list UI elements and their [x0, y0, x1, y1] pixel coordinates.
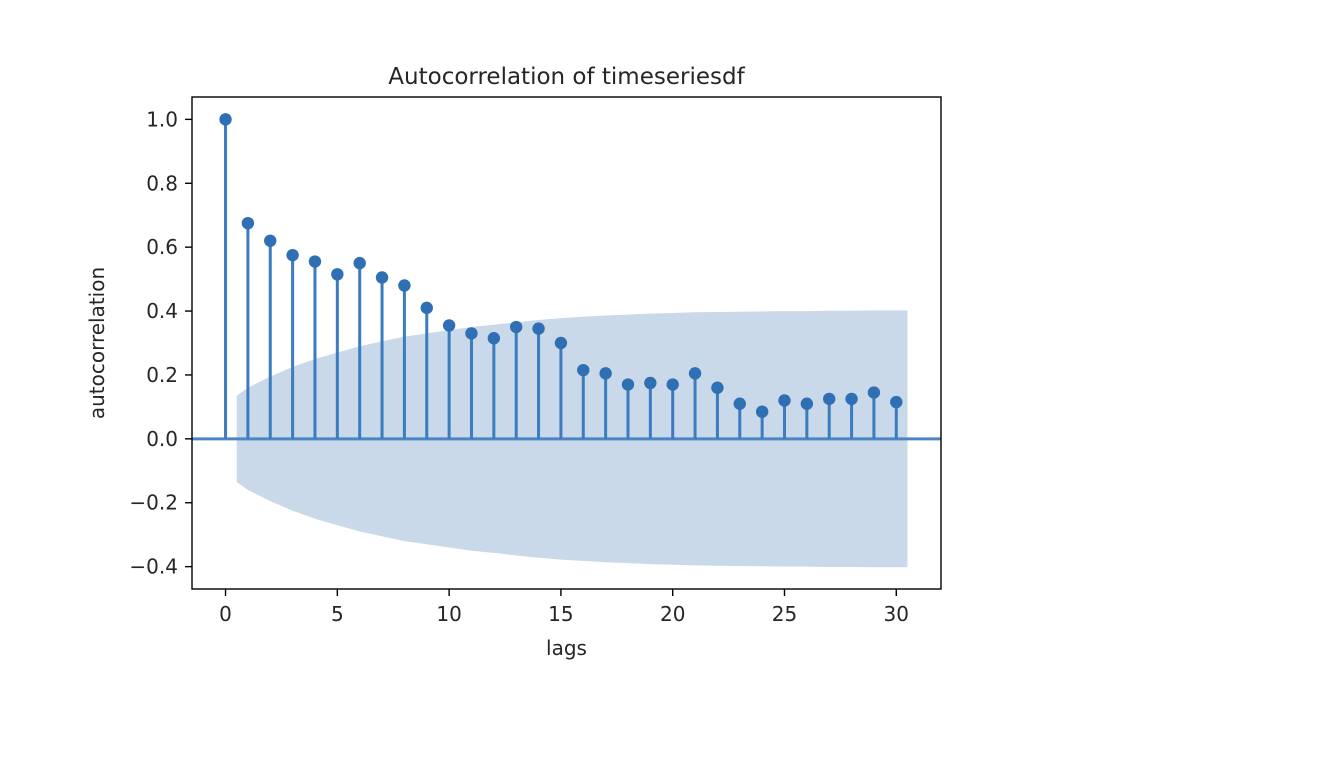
acf-point: [264, 234, 277, 247]
acf-point: [845, 392, 858, 406]
x-tick-label: 0: [219, 602, 232, 626]
acf-point: [420, 301, 433, 315]
acf-point: [733, 397, 746, 410]
acf-point: [487, 332, 501, 345]
y-tick-label: −0.4: [129, 555, 178, 579]
stems-layer: [224, 119, 898, 439]
chart-title: Autocorrelation of timeseriesdf: [388, 64, 745, 90]
y-tick-label: 0.4: [146, 299, 178, 323]
acf-point: [800, 397, 814, 410]
acf-point: [331, 268, 344, 281]
acf-point: [666, 378, 679, 391]
y-axis-label: autocorrelation: [85, 267, 109, 419]
acf-point: [219, 113, 232, 126]
y-axis-ticks: −0.4 −0.2 0.0 0.2 0.4 0.6 0.8 1.0: [129, 107, 192, 579]
acf-point: [375, 271, 389, 284]
acf-point: [688, 367, 702, 380]
x-tick-label: 30: [884, 602, 909, 626]
x-tick-label: 25: [772, 602, 797, 626]
acf-point: [778, 394, 791, 407]
x-tick-label: 20: [660, 602, 685, 626]
acf-point: [398, 279, 411, 292]
x-tick-label: 5: [331, 602, 344, 626]
acf-point: [532, 322, 545, 335]
acf-point: [353, 256, 366, 270]
y-tick-label: 0.2: [146, 363, 178, 387]
plot-frame: [191, 96, 942, 590]
acf-point: [644, 376, 657, 390]
acf-point: [867, 386, 881, 399]
acf-point: [442, 319, 456, 332]
x-tick-label: 10: [436, 602, 461, 626]
y-tick-label: 0.8: [146, 171, 178, 195]
acf-point: [577, 363, 590, 377]
x-axis-ticks: 0 5 10 15 20 25 30: [219, 589, 909, 626]
y-tick-label: −0.2: [129, 491, 178, 515]
x-tick-label: 15: [548, 602, 573, 626]
acf-point: [755, 405, 769, 418]
acf-point: [621, 378, 635, 391]
acf-point: [241, 216, 255, 230]
markers-layer: [219, 113, 903, 418]
acf-point: [509, 320, 523, 334]
y-tick-label: 1.0: [146, 107, 178, 131]
acf-point: [823, 392, 836, 406]
acf-point: [599, 367, 612, 380]
acf-point: [286, 248, 299, 262]
acf-point: [554, 336, 568, 350]
acf-point: [308, 255, 322, 268]
acf-point: [465, 327, 478, 340]
x-axis-label: lags: [546, 636, 587, 660]
acf-point: [711, 381, 724, 394]
y-tick-label: 0.0: [146, 427, 178, 451]
acf-point: [890, 395, 903, 409]
y-tick-label: 0.6: [146, 235, 178, 259]
